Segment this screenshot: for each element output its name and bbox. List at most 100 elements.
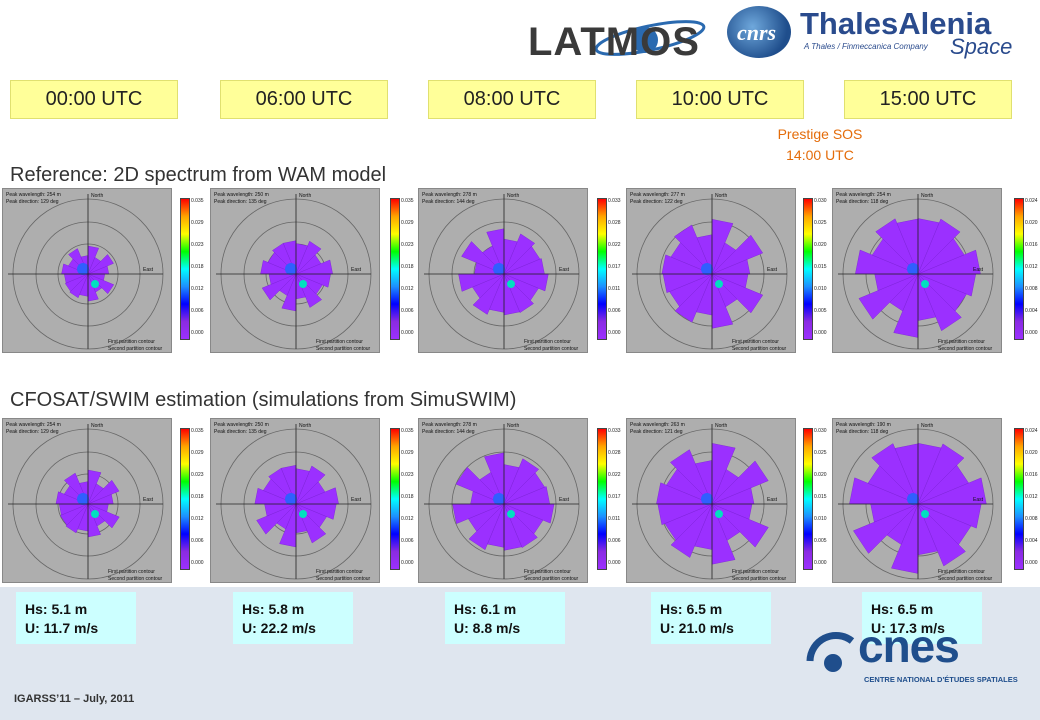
peak-direction-label: Peak direction: 118 deg xyxy=(836,429,889,435)
colorbar-gradient xyxy=(180,198,190,340)
peak-direction-label: Peak direction: 129 deg xyxy=(6,429,59,435)
colorbar-gradient xyxy=(390,198,400,340)
colorbar: 0.024 0.020 0.016 0.012 0.008 0.004 0.000 xyxy=(1014,198,1038,348)
colorbar-tick-label: 0.006 xyxy=(191,538,204,544)
spectrum-peak xyxy=(299,280,307,288)
wind-value: U: 17.3 m/s xyxy=(871,620,945,636)
north-label: North xyxy=(507,423,520,429)
result-box-1: Hs: 5.1 m U: 11.7 m/s xyxy=(16,592,136,644)
east-label: East xyxy=(973,267,984,273)
north-label: North xyxy=(299,423,312,429)
colorbar: 0.024 0.020 0.016 0.012 0.008 0.004 0.000 xyxy=(1014,428,1038,578)
east-label: East xyxy=(351,267,362,273)
north-label: North xyxy=(715,423,728,429)
east-label: East xyxy=(767,267,778,273)
latmos-logo-text: LATMOS xyxy=(528,20,700,64)
spectrum-panel: Peak wavelength: 278 m Peak direction: 14… xyxy=(418,418,588,583)
spectrum-panel: Peak wavelength: 254 m Peak direction: 11… xyxy=(832,188,1002,353)
hs-value: Hs: 6.1 m xyxy=(454,601,517,617)
first-contour-label: First partition contour xyxy=(524,569,571,575)
second-contour-label: Second partition contour xyxy=(524,576,579,582)
spectrum-panel: Peak wavelength: 190 m Peak direction: 11… xyxy=(832,418,1002,583)
spectrum-panel: Peak wavelength: 250 m Peak direction: 13… xyxy=(210,418,380,583)
colorbar: 0.033 0.028 0.022 0.017 0.011 0.006 0.000 xyxy=(597,428,621,578)
north-label: North xyxy=(91,193,104,199)
colorbar-tick-label: 0.005 xyxy=(814,308,827,314)
colorbar-tick-label: 0.000 xyxy=(191,330,204,336)
east-label: East xyxy=(143,497,154,503)
colorbar-tick-label: 0.033 xyxy=(608,198,621,204)
first-contour-label: First partition contour xyxy=(732,569,779,575)
first-contour-label: First partition contour xyxy=(524,339,571,345)
colorbar-tick-label: 0.018 xyxy=(191,494,204,500)
colorbar-tick-label: 0.035 xyxy=(191,428,204,434)
colorbar-tick-label: 0.000 xyxy=(1025,560,1038,566)
spectrum-peak xyxy=(91,510,99,518)
colorbar-tick-label: 0.023 xyxy=(401,242,414,248)
spectrum-energy xyxy=(656,443,769,565)
colorbar-tick-label: 0.035 xyxy=(401,428,414,434)
colorbar-tick-label: 0.004 xyxy=(1025,538,1038,544)
colorbar-tick-label: 0.024 xyxy=(1025,428,1038,434)
first-contour-label: First partition contour xyxy=(732,339,779,345)
spectrum-peak xyxy=(715,280,723,288)
colorbar-tick-label: 0.025 xyxy=(814,450,827,456)
colorbar-tick-label: 0.020 xyxy=(1025,450,1038,456)
colorbar-tick-label: 0.012 xyxy=(1025,494,1038,500)
spectrum-panel: Peak wavelength: 277 m Peak direction: 12… xyxy=(626,188,796,353)
spectrum-peak xyxy=(701,263,713,275)
spectrum-energy xyxy=(849,443,987,574)
colorbar-tick-label: 0.035 xyxy=(191,198,204,204)
footer-conference: IGARSS’11 – July, 2011 xyxy=(14,693,135,705)
cnes-emblem-icon xyxy=(806,632,855,672)
peak-wavelength-label: Peak wavelength: 263 m xyxy=(630,422,685,428)
east-label: East xyxy=(351,497,362,503)
colorbar-tick-label: 0.000 xyxy=(401,330,414,336)
cnes-logo-subtitle: CENTRE NATIONAL D'ÉTUDES SPATIALES xyxy=(864,675,1018,684)
peak-wavelength-label: Peak wavelength: 250 m xyxy=(214,422,269,428)
colorbar-tick-label: 0.006 xyxy=(401,538,414,544)
peak-direction-label: Peak direction: 122 deg xyxy=(630,199,683,205)
colorbar-tick-label: 0.000 xyxy=(401,560,414,566)
peak-direction-label: Peak direction: 118 deg xyxy=(836,199,889,205)
colorbar-tick-label: 0.012 xyxy=(191,516,204,522)
first-contour-label: First partition contour xyxy=(108,569,155,575)
time-label-2: 06:00 UTC xyxy=(220,80,388,119)
colorbar-tick-label: 0.006 xyxy=(191,308,204,314)
colorbar-tick-label: 0.017 xyxy=(608,264,621,270)
spectrum-plot xyxy=(216,194,372,350)
hs-value: Hs: 6.5 m xyxy=(660,601,723,617)
colorbar-gradient xyxy=(1014,198,1024,340)
hs-value: Hs: 5.1 m xyxy=(25,601,88,617)
peak-direction-label: Peak direction: 144 deg xyxy=(422,199,475,205)
colorbar-tick-label: 0.028 xyxy=(608,450,621,456)
spectrum-plot xyxy=(424,194,580,350)
peak-direction-label: Peak direction: 144 deg xyxy=(422,429,475,435)
colorbar-tick-label: 0.011 xyxy=(608,516,621,522)
colorbar-tick-label: 0.004 xyxy=(1025,308,1038,314)
peak-wavelength-label: Peak wavelength: 254 m xyxy=(6,422,61,428)
colorbar-tick-label: 0.030 xyxy=(814,198,827,204)
second-contour-label: Second partition contour xyxy=(108,346,163,352)
peak-direction-label: Peak direction: 129 deg xyxy=(6,199,59,205)
colorbar-tick-label: 0.029 xyxy=(191,450,204,456)
first-contour-label: First partition contour xyxy=(938,569,985,575)
east-label: East xyxy=(143,267,154,273)
colorbar-tick-label: 0.030 xyxy=(814,428,827,434)
spectrum-plot xyxy=(838,424,994,580)
prestige-annotation: Prestige SOS 14:00 UTC xyxy=(745,124,895,166)
colorbar-tick-label: 0.000 xyxy=(1025,330,1038,336)
colorbar-tick-label: 0.006 xyxy=(608,308,621,314)
second-contour-label: Second partition contour xyxy=(938,576,993,582)
cnrs-logo-text: cnrs xyxy=(737,20,777,45)
colorbar: 0.035 0.029 0.023 0.018 0.012 0.006 0.000 xyxy=(180,428,204,578)
colorbar-tick-label: 0.012 xyxy=(401,286,414,292)
time-label-5: 15:00 UTC xyxy=(844,80,1012,119)
peak-direction-label: Peak direction: 135 deg xyxy=(214,429,267,435)
colorbar-tick-label: 0.015 xyxy=(814,264,827,270)
spectrum-peak xyxy=(493,493,505,505)
result-box-3: Hs: 6.1 m U: 8.8 m/s xyxy=(445,592,565,644)
spectrum-peak xyxy=(907,493,919,505)
thales-logo-space: Space xyxy=(950,34,1013,59)
north-label: North xyxy=(715,193,728,199)
